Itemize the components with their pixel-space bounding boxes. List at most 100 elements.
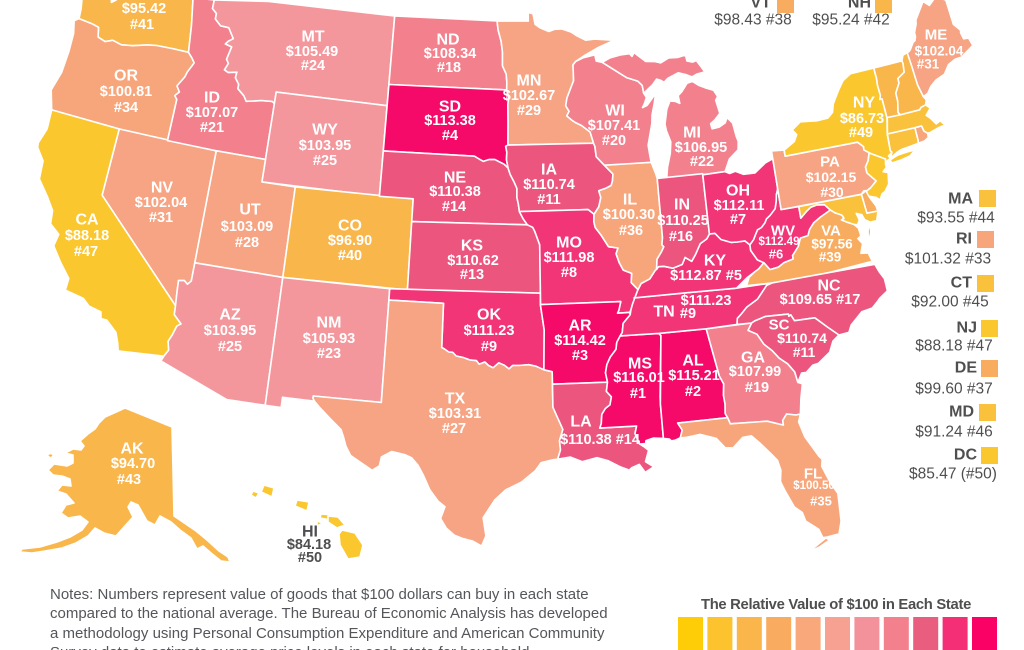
svg-text:NE: NE bbox=[444, 170, 467, 187]
svg-text:DE: DE bbox=[955, 360, 978, 377]
svg-text:MD: MD bbox=[949, 404, 974, 421]
svg-text:#29: #29 bbox=[517, 103, 541, 119]
svg-text:#1: #1 bbox=[630, 386, 646, 402]
svg-text:IN: IN bbox=[674, 197, 690, 214]
svg-text:$103.95: $103.95 bbox=[204, 323, 256, 339]
svg-text:$98.43 #38: $98.43 #38 bbox=[714, 12, 792, 29]
svg-text:$95.42: $95.42 bbox=[122, 1, 166, 17]
svg-text:$102.04: $102.04 bbox=[915, 44, 964, 59]
svg-text:MA: MA bbox=[948, 191, 973, 208]
svg-text:$115.21: $115.21 bbox=[668, 368, 720, 384]
svg-text:$114.42: $114.42 bbox=[554, 333, 606, 349]
svg-text:UT: UT bbox=[239, 202, 261, 219]
svg-text:SD: SD bbox=[439, 99, 461, 116]
svg-text:CA: CA bbox=[75, 212, 99, 229]
svg-text:#49: #49 bbox=[849, 125, 873, 141]
svg-text:$111.98: $111.98 bbox=[544, 250, 595, 266]
svg-text:ID: ID bbox=[204, 90, 220, 107]
svg-text:$94.70: $94.70 bbox=[111, 456, 155, 472]
svg-text:$111.23: $111.23 bbox=[464, 323, 515, 339]
svg-text:#39: #39 bbox=[819, 250, 842, 265]
svg-text:#35: #35 bbox=[810, 494, 832, 509]
svg-text:$110.25: $110.25 bbox=[657, 213, 709, 229]
svg-text:SC: SC bbox=[769, 317, 790, 334]
svg-text:#8: #8 bbox=[561, 265, 577, 281]
svg-text:PA: PA bbox=[820, 154, 840, 171]
svg-text:CO: CO bbox=[338, 218, 362, 235]
svg-text:$105.49: $105.49 bbox=[286, 44, 338, 60]
svg-text:AK: AK bbox=[120, 441, 144, 458]
svg-text:$100.30: $100.30 bbox=[603, 207, 655, 223]
svg-text:$107.07: $107.07 bbox=[186, 105, 238, 121]
svg-text:VA: VA bbox=[821, 223, 841, 240]
svg-text:ND: ND bbox=[436, 32, 459, 49]
svg-text:#3: #3 bbox=[572, 348, 588, 364]
svg-text:MS: MS bbox=[628, 356, 652, 373]
svg-text:$103.31: $103.31 bbox=[429, 406, 481, 422]
svg-text:#20: #20 bbox=[602, 133, 626, 149]
svg-text:$88.18: $88.18 bbox=[65, 228, 109, 244]
svg-text:$110.74: $110.74 bbox=[523, 177, 575, 193]
svg-text:$110.62: $110.62 bbox=[447, 253, 499, 269]
svg-text:#18: #18 bbox=[437, 60, 461, 76]
svg-text:$107.99: $107.99 bbox=[729, 364, 781, 380]
svg-text:#27: #27 bbox=[442, 421, 466, 437]
svg-text:NY: NY bbox=[853, 95, 876, 112]
svg-text:#19: #19 bbox=[745, 380, 769, 396]
svg-text:$99.60 #37: $99.60 #37 bbox=[915, 381, 993, 398]
svg-text:$106.95: $106.95 bbox=[675, 140, 727, 156]
svg-text:$108.34: $108.34 bbox=[424, 46, 476, 62]
svg-text:#14: #14 bbox=[442, 199, 466, 215]
svg-text:#30: #30 bbox=[820, 184, 844, 200]
svg-text:AR: AR bbox=[568, 318, 592, 335]
svg-text:KS: KS bbox=[461, 238, 484, 255]
svg-text:ME: ME bbox=[925, 27, 948, 44]
svg-text:$107.41: $107.41 bbox=[588, 118, 640, 134]
svg-text:$102.04: $102.04 bbox=[135, 195, 187, 211]
svg-text:AZ: AZ bbox=[219, 307, 241, 324]
svg-text:KY: KY bbox=[704, 253, 727, 270]
svg-text:#11: #11 bbox=[537, 192, 560, 208]
svg-text:#41: #41 bbox=[130, 17, 154, 33]
svg-text:MI: MI bbox=[683, 125, 701, 142]
svg-text:MT: MT bbox=[301, 29, 324, 46]
svg-text:$93.55 #44: $93.55 #44 bbox=[917, 210, 995, 227]
svg-text:OK: OK bbox=[477, 307, 501, 324]
svg-text:CT: CT bbox=[951, 275, 973, 292]
svg-text:$110.38: $110.38 bbox=[429, 184, 481, 200]
svg-text:NJ: NJ bbox=[957, 320, 977, 337]
svg-text:#23: #23 bbox=[317, 346, 341, 362]
svg-text:#13: #13 bbox=[460, 267, 484, 283]
svg-text:TN: TN bbox=[653, 304, 674, 321]
svg-text:#31: #31 bbox=[149, 210, 173, 226]
svg-text:IA: IA bbox=[541, 162, 557, 179]
svg-text:DC: DC bbox=[954, 447, 978, 464]
svg-text:$86.73: $86.73 bbox=[840, 111, 884, 127]
svg-text:$103.95: $103.95 bbox=[299, 138, 351, 154]
svg-text:#9: #9 bbox=[680, 306, 696, 322]
svg-text:NV: NV bbox=[151, 180, 174, 197]
svg-text:#9: #9 bbox=[481, 339, 497, 355]
svg-text:$113.38: $113.38 bbox=[424, 113, 476, 129]
svg-text:#24: #24 bbox=[301, 58, 325, 74]
svg-text:HI: HI bbox=[302, 524, 318, 541]
svg-text:NM: NM bbox=[317, 315, 342, 332]
svg-text:$100.50: $100.50 bbox=[793, 480, 835, 492]
svg-text:#2: #2 bbox=[685, 384, 701, 400]
svg-text:#25: #25 bbox=[218, 339, 242, 355]
svg-text:#16: #16 bbox=[669, 229, 693, 245]
svg-text:RI: RI bbox=[956, 231, 972, 248]
svg-text:WI: WI bbox=[605, 103, 625, 120]
svg-text:TX: TX bbox=[445, 391, 466, 408]
svg-text:$110.74: $110.74 bbox=[777, 330, 827, 346]
svg-text:$84.18: $84.18 bbox=[287, 537, 331, 553]
svg-text:#21: #21 bbox=[200, 120, 224, 136]
svg-text:#47: #47 bbox=[74, 244, 98, 260]
svg-text:$101.32 #33: $101.32 #33 bbox=[905, 251, 991, 268]
svg-text:$110.38 #14: $110.38 #14 bbox=[560, 432, 640, 448]
svg-text:#11: #11 bbox=[793, 344, 816, 360]
svg-text:MN: MN bbox=[517, 73, 542, 90]
svg-text:OH: OH bbox=[726, 183, 750, 200]
svg-text:$102.67: $102.67 bbox=[503, 88, 555, 104]
svg-text:NH: NH bbox=[848, 0, 871, 12]
